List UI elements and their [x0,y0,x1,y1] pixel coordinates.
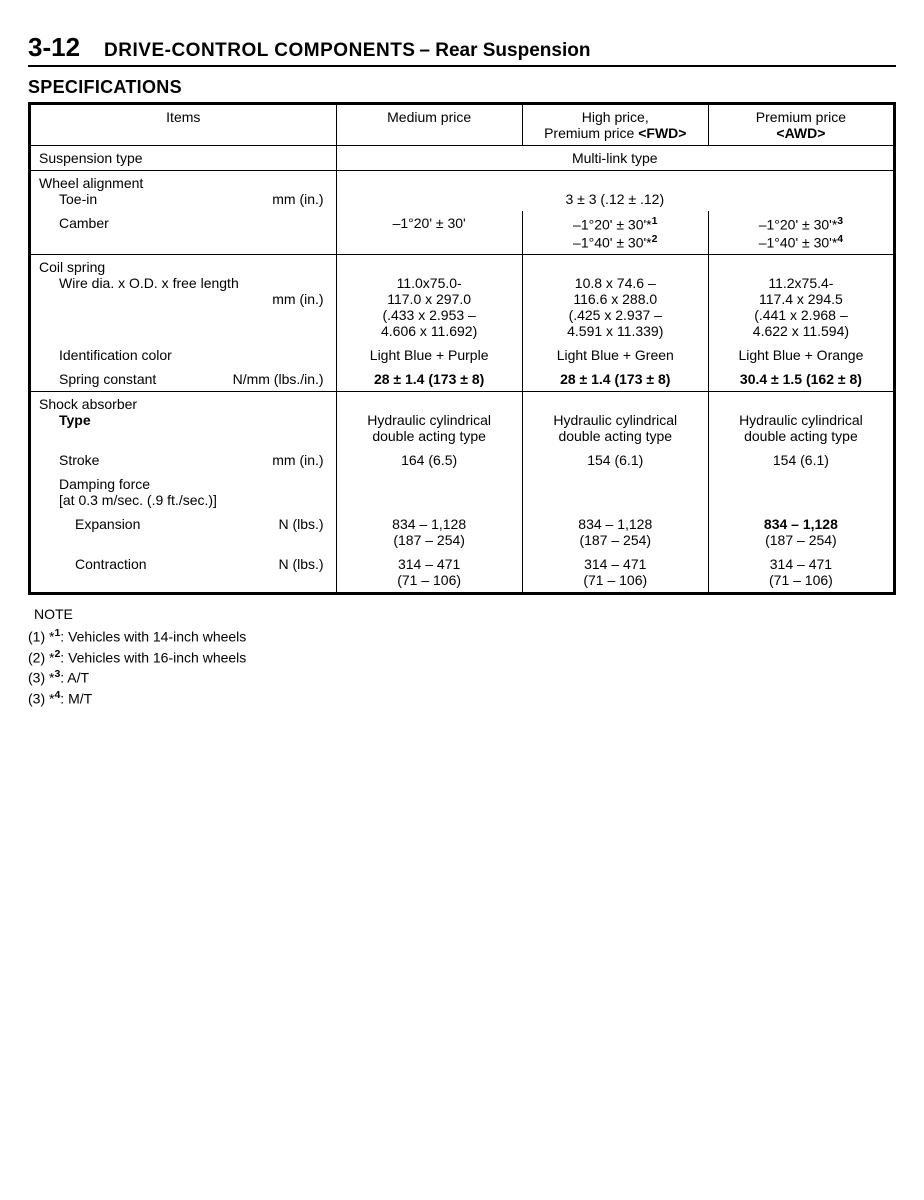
note-2: (2) *2: Vehicles with 16-inch wheels [28,647,896,668]
notes-block: NOTE (1) *1: Vehicles with 14-inch wheel… [28,605,896,708]
row-id-color: Identification color Light Blue + Purple… [30,343,895,367]
row-expansion: Expansion N (lbs.) 834 – 1,128 (187 – 25… [30,512,895,552]
row-camber: Camber –1°20' ± 30' –1°20' ± 30'*1 –1°40… [30,211,895,255]
cell-stroke-prem: 154 (6.1) [708,448,894,472]
th-high: High price, Premium price <FWD> [522,104,708,146]
cell-camber-medium: –1°20' ± 30' [336,211,522,255]
cell-id-color-high: Light Blue + Green [522,343,708,367]
th-items: Items [30,104,337,146]
cell-camber-prem: –1°20' ± 30'*3 –1°40' ± 30'*4 [708,211,894,255]
cell-spring-const-label: Spring constant N/mm (lbs./in.) [30,367,337,392]
cell-suspension-value: Multi-link type [336,146,894,171]
section-title: SPECIFICATIONS [28,77,896,98]
page-number: 3-12 [28,32,80,63]
page-subtitle: – Rear Suspension [419,40,590,61]
cell-exp-high: 834 – 1,128 (187 – 254) [522,512,708,552]
cell-stroke-label: Stroke mm (in.) [30,448,337,472]
cell-con-medium: 314 – 471 (71 – 106) [336,552,522,594]
cell-shock-type-high: Hydraulic cylindrical double acting type [522,392,708,449]
page-title: DRIVE-CONTROL COMPONENTS [104,40,415,61]
cell-suspension-label: Suspension type [30,146,337,171]
note-1: (1) *1: Vehicles with 14-inch wheels [28,626,896,647]
page-header: 3-12 DRIVE-CONTROL COMPONENTS – Rear Sus… [28,32,896,67]
cell-contraction-label: Contraction N (lbs.) [30,552,337,594]
cell-spring-const-medium: 28 ± 1.4 (173 ± 8) [336,367,522,392]
spec-table: Items Medium price High price, Premium p… [28,102,896,595]
cell-coil-spring-label: Coil spring Wire dia. x O.D. x free leng… [30,255,337,344]
cell-id-color-prem: Light Blue + Orange [708,343,894,367]
note-4: (3) *4: M/T [28,688,896,709]
row-shock-absorber: Shock absorber Type Hydraulic cylindrica… [30,392,895,449]
row-coil-spring: Coil spring Wire dia. x O.D. x free leng… [30,255,895,344]
cell-con-prem: 314 – 471 (71 – 106) [708,552,894,594]
th-premium: Premium price <AWD> [708,104,894,146]
row-damping: Damping force [at 0.3 m/sec. (.9 ft./sec… [30,472,895,512]
cell-wire-medium: 11.0x75.0- 117.0 x 297.0 (.433 x 2.953 –… [336,255,522,344]
cell-camber-label: Camber [30,211,337,255]
row-wheel-alignment: Wheel alignment Toe-in mm (in.) 3 ± 3 (.… [30,171,895,212]
row-contraction: Contraction N (lbs.) 314 – 471 (71 – 106… [30,552,895,594]
cell-exp-prem: 834 – 1,128 (187 – 254) [708,512,894,552]
cell-id-color-label: Identification color [30,343,337,367]
cell-wire-prem: 11.2x75.4- 117.4 x 294.5 (.441 x 2.968 –… [708,255,894,344]
cell-toein-value: 3 ± 3 (.12 ± .12) [336,171,894,212]
cell-expansion-label: Expansion N (lbs.) [30,512,337,552]
cell-wire-high: 10.8 x 74.6 – 116.6 x 288.0 (.425 x 2.93… [522,255,708,344]
cell-id-color-medium: Light Blue + Purple [336,343,522,367]
row-spring-constant: Spring constant N/mm (lbs./in.) 28 ± 1.4… [30,367,895,392]
notes-title: NOTE [28,605,896,624]
cell-camber-high: –1°20' ± 30'*1 –1°40' ± 30'*2 [522,211,708,255]
cell-spring-const-prem: 30.4 ± 1.5 (162 ± 8) [708,367,894,392]
cell-exp-medium: 834 – 1,128 (187 – 254) [336,512,522,552]
cell-shock-type-prem: Hydraulic cylindrical double acting type [708,392,894,449]
note-3: (3) *3: A/T [28,667,896,688]
cell-damping-label: Damping force [at 0.3 m/sec. (.9 ft./sec… [30,472,337,512]
th-medium: Medium price [336,104,522,146]
cell-shock-label: Shock absorber Type [30,392,337,449]
cell-con-high: 314 – 471 (71 – 106) [522,552,708,594]
table-header-row: Items Medium price High price, Premium p… [30,104,895,146]
cell-stroke-medium: 164 (6.5) [336,448,522,472]
row-suspension: Suspension type Multi-link type [30,146,895,171]
cell-spring-const-high: 28 ± 1.4 (173 ± 8) [522,367,708,392]
cell-shock-type-medium: Hydraulic cylindrical double acting type [336,392,522,449]
cell-wheel-alignment-label: Wheel alignment Toe-in mm (in.) [30,171,337,212]
cell-stroke-high: 154 (6.1) [522,448,708,472]
row-stroke: Stroke mm (in.) 164 (6.5) 154 (6.1) 154 … [30,448,895,472]
